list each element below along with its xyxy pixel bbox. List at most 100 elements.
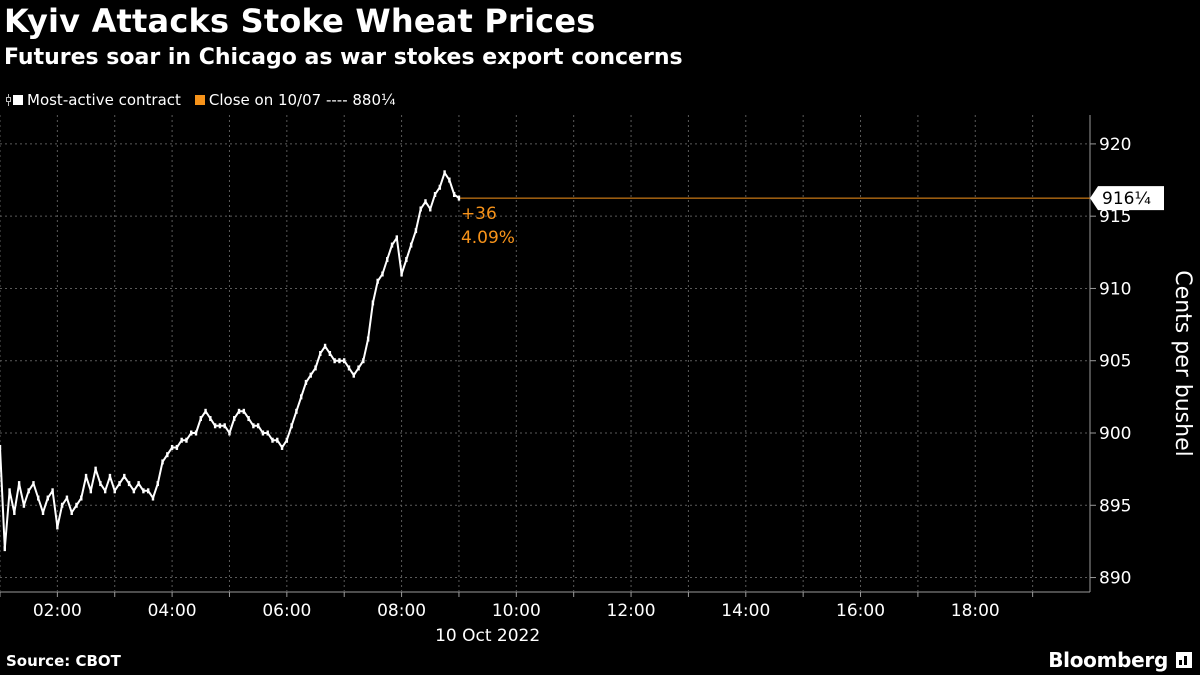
- series-point: [65, 495, 69, 501]
- series-point: [190, 430, 193, 436]
- series-point: [51, 488, 54, 494]
- series-point: [343, 358, 346, 364]
- legend-swatch-white: [13, 95, 23, 105]
- series-point: [299, 394, 303, 400]
- series-point: [84, 473, 88, 479]
- series-point: [419, 206, 422, 212]
- series-point: [429, 206, 432, 212]
- series-point: [448, 177, 451, 183]
- series-point: [137, 481, 140, 487]
- x-axis-label: 10 Oct 2022: [435, 626, 540, 646]
- series-point: [218, 423, 222, 429]
- series-point: [328, 351, 332, 356]
- legend-item-close: Close on 10/07 ---- 880¼: [194, 91, 396, 109]
- series-point: [357, 365, 360, 371]
- y-tick-label: 895: [1099, 496, 1131, 516]
- series-point: [103, 488, 107, 494]
- series-point: [319, 351, 322, 356]
- series-point: [199, 416, 202, 422]
- series-point: [438, 184, 442, 190]
- series-point: [194, 430, 198, 436]
- series-point: [395, 235, 398, 241]
- series-point: [252, 423, 255, 429]
- series-point: [338, 358, 341, 364]
- series-point: [80, 495, 83, 501]
- series-point: [352, 372, 355, 378]
- series-points: [0, 170, 461, 552]
- y-tick-label: 915: [1099, 207, 1131, 227]
- series-point: [452, 192, 456, 197]
- y-tick-label: 900: [1099, 424, 1131, 444]
- series-point: [390, 242, 394, 248]
- series-point: [443, 170, 446, 176]
- bloomberg-chart-icon: [1176, 652, 1192, 668]
- series-point: [75, 502, 78, 508]
- series-point: [366, 336, 370, 342]
- series-point: [381, 271, 384, 277]
- series-point: [276, 437, 279, 443]
- legend-item-series: Most-active contract: [6, 91, 181, 109]
- legend-swatch-orange: [194, 95, 205, 105]
- legend-close-label: Close on 10/07 ---- 880¼: [208, 91, 396, 109]
- series-point: [405, 257, 408, 263]
- series-point: [290, 423, 293, 429]
- series-point: [362, 358, 365, 364]
- series-point: [118, 481, 121, 487]
- series-point: [41, 510, 45, 515]
- series-point: [37, 495, 40, 501]
- series-point: [233, 416, 236, 422]
- series-point: [333, 358, 336, 364]
- legend-series-label: Most-active contract: [27, 91, 181, 109]
- series-point: [142, 488, 145, 494]
- series-point: [457, 195, 461, 201]
- series-point: [161, 459, 164, 465]
- series-point: [127, 481, 131, 487]
- series-point: [304, 379, 308, 385]
- brand-logo: Bloomberg: [1048, 648, 1192, 672]
- series-point: [13, 510, 16, 515]
- candlestick-icon: [6, 94, 11, 106]
- y-axis-label: Cents per bushel: [1170, 270, 1195, 456]
- series-point: [3, 546, 6, 552]
- series-point: [17, 481, 21, 487]
- series-point: [99, 481, 102, 487]
- series-point: [209, 416, 212, 422]
- series-point: [261, 430, 265, 436]
- change-label: +36: [461, 204, 497, 224]
- series-point: [400, 271, 403, 277]
- chart-subtitle: Futures soar in Chicago as war stokes ex…: [4, 45, 683, 70]
- x-tick-label: 14:00: [721, 601, 770, 621]
- series-point: [285, 437, 289, 443]
- x-tick-label: 08:00: [377, 601, 426, 621]
- series-point: [433, 192, 437, 197]
- series-point: [180, 437, 183, 443]
- last-value-tag-text: 916¼: [1102, 189, 1151, 209]
- last-value-tag: 916¼: [1090, 186, 1164, 211]
- series-point: [314, 365, 317, 371]
- y-tick-label: 890: [1099, 569, 1131, 589]
- series-point: [247, 416, 250, 422]
- y-tick-label: 920: [1099, 135, 1131, 155]
- series-point: [166, 452, 169, 458]
- series-point: [424, 199, 427, 205]
- series-point: [22, 502, 26, 508]
- series-point: [223, 423, 226, 429]
- brand-name: Bloomberg: [1048, 648, 1168, 672]
- x-tick-label: 06:00: [262, 601, 311, 621]
- series-point: [123, 473, 126, 479]
- series-point: [70, 510, 73, 515]
- x-tick-label: 04:00: [148, 601, 197, 621]
- series-point: [132, 488, 136, 494]
- series-point: [108, 473, 112, 479]
- series-point: [60, 502, 64, 508]
- series-point: [376, 278, 379, 284]
- chart-title: Kyiv Attacks Stoke Wheat Prices: [4, 2, 596, 40]
- series-point: [113, 488, 116, 494]
- series-point: [156, 481, 159, 487]
- series-point: [323, 343, 327, 349]
- y-tick-label: 910: [1099, 279, 1131, 299]
- series-point: [280, 444, 284, 450]
- legend: Most-active contract Close on 10/07 ----…: [6, 91, 410, 109]
- series-point: [32, 481, 35, 487]
- series-point: [414, 228, 418, 234]
